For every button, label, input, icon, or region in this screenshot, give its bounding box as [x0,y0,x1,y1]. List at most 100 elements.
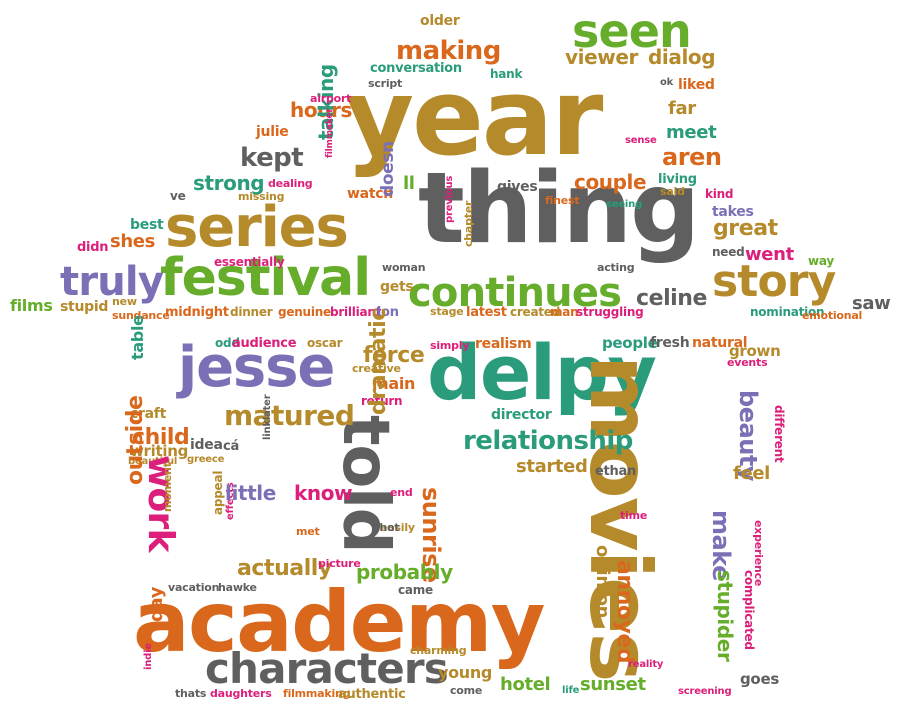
word-airport: airport [310,92,352,105]
word-way: way [808,254,834,268]
word-moment: moment [161,462,174,512]
word-seeing: seeing [606,199,643,210]
word-continues: continues [408,270,622,316]
word-script: script [368,77,403,90]
word-said: said [660,185,685,198]
word-craft: craft [130,406,167,422]
word-opinion: opinion [592,545,613,619]
word-daughters: daughters [210,687,272,700]
word-missing: missing [238,190,285,203]
word-odd: odd [215,336,240,350]
word-creative: creative [352,362,401,375]
word-far: far [668,98,696,119]
word-couple: couple [574,170,647,194]
word-delpy: delpy [427,328,657,417]
word-latest: latest [466,305,507,320]
word-series: series [165,195,349,260]
word-ve: ve [170,189,186,203]
word-stupid: stupid [60,299,109,315]
word-authentic: authentic [338,687,406,702]
word-vacation: vacation [168,581,220,594]
word-came: came [398,583,433,597]
word-come: come [450,684,483,697]
word-doesn: doesn [378,141,398,197]
word-thing: thing [418,152,700,266]
word-filmmaking: filmmaking [283,687,351,700]
word-struggling: struggling [576,305,644,319]
word-force: force [363,343,425,368]
word-director: director [491,407,552,423]
word-characters: characters [205,644,449,693]
word-idea: idea [190,437,223,453]
word-annoyed: annoyed [612,560,637,664]
word-greece: greece [187,454,225,465]
word-nomination: nomination [750,305,825,319]
word-little: little [225,481,276,505]
word-essentially: essentially [214,255,285,269]
word-seen: seen [572,4,692,58]
word-experience: experience [752,520,765,587]
word-story: story [712,256,836,307]
word-hours: hours [290,98,352,122]
word-dramatic: dramatic [366,308,391,415]
word-charming: charming [410,644,467,657]
word-julie: julie [256,124,289,140]
word-people: people [602,334,658,352]
word-films: films [10,296,53,315]
word-genuine: genuine [278,305,331,319]
word-simply: simply [430,339,470,352]
word-ok: ok [660,77,674,88]
word-strong: strong [193,171,265,195]
word-stage: stage [430,305,464,318]
word-probably: probably [356,560,453,584]
word-main: main [372,374,416,393]
word-need: need [712,245,745,259]
word-great: great [713,216,778,241]
word-indie: indie [143,643,154,670]
word-finest: finest [545,194,580,207]
word-hawke: hawke [218,581,257,594]
word-goes: goes [740,670,779,688]
word-gives: gives [497,179,538,195]
word-kind: kind [705,187,734,201]
word-beautiful: beautiful [128,456,178,467]
word-picture: picture [318,557,361,570]
word-linklater: linklater [262,394,273,441]
word-living: living [658,172,697,187]
word-hank: hank [490,67,523,81]
word-created: created [510,305,561,319]
word-emotional: emotional [802,309,863,322]
word-festival: festival [160,248,371,308]
word-filmmaker: filmmaker [325,108,335,158]
word-went: went [745,244,794,265]
word-didn: didn [77,240,109,255]
word-events: events [727,356,768,369]
word-end: end [390,486,413,499]
word-best: best [130,217,164,233]
word-celine: celine [636,286,707,311]
word-child: child [132,425,190,450]
word-day: day [146,586,167,622]
word-audience: audience [232,336,297,351]
word-dinner: dinner [230,305,273,319]
word-matured: matured [224,399,355,432]
word-table: table [128,315,147,360]
word-actually: actually [237,556,332,581]
word-chapter: chapter [462,200,475,247]
word-stupider: stupider [713,570,737,662]
word-man: man [550,305,579,319]
word-young: young [438,663,493,682]
word-new: new [112,295,137,308]
word-year: year [345,56,603,179]
word-thats: thats [175,687,207,700]
word-started: started [516,456,588,477]
word-older: older [420,13,460,29]
word-kept: kept [240,143,304,173]
word-academy: academy [133,573,545,671]
word-outside: outside [123,395,148,485]
word-woman: woman [382,261,426,274]
word-previous: previous [444,175,455,223]
word-easily: easily [380,521,415,534]
word-truly: truly [60,259,164,305]
